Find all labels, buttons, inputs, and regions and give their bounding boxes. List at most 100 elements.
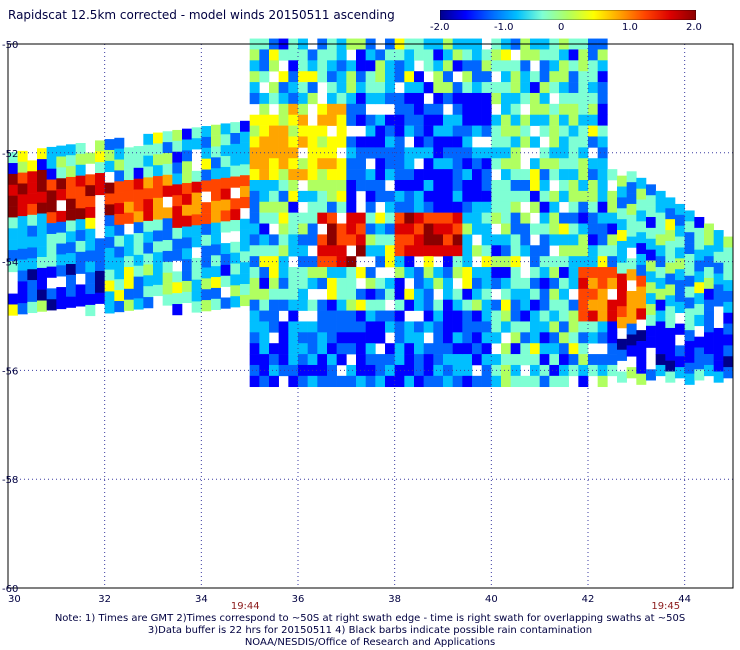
heatmap-cell bbox=[259, 321, 270, 333]
heatmap-cell bbox=[665, 371, 676, 383]
heatmap-cell bbox=[549, 201, 560, 213]
heatmap-cell bbox=[597, 190, 608, 203]
heatmap-cell bbox=[95, 281, 105, 294]
heatmap-cell bbox=[278, 92, 289, 105]
heatmap-cell bbox=[298, 82, 308, 94]
heatmap-cell bbox=[539, 190, 550, 203]
heatmap-cell bbox=[259, 136, 270, 148]
heatmap-cell bbox=[559, 375, 569, 388]
heatmap-cell bbox=[240, 175, 250, 187]
heatmap-cell bbox=[66, 242, 76, 254]
heatmap-cell bbox=[336, 288, 347, 300]
heatmap-cell bbox=[443, 277, 453, 290]
heatmap-cell bbox=[501, 310, 511, 322]
heatmap-cell bbox=[356, 114, 366, 126]
heatmap-cell bbox=[443, 288, 453, 300]
heatmap-cell bbox=[433, 267, 444, 279]
heatmap-cell bbox=[481, 158, 492, 170]
heatmap-cell bbox=[617, 262, 627, 274]
heatmap-cell bbox=[317, 60, 328, 72]
heatmap-cell bbox=[259, 212, 270, 224]
heatmap-cell bbox=[327, 212, 337, 224]
heatmap-cell bbox=[259, 245, 270, 257]
heatmap-cell bbox=[607, 277, 618, 290]
heatmap-cell bbox=[568, 277, 579, 290]
heatmap-cell bbox=[414, 190, 424, 203]
heatmap-cell bbox=[356, 332, 366, 344]
heatmap-cell bbox=[37, 289, 47, 301]
heatmap-cell bbox=[655, 190, 666, 203]
heatmap-cell bbox=[704, 354, 714, 366]
heatmap-cell bbox=[56, 243, 67, 255]
heatmap-cell bbox=[85, 185, 96, 197]
heatmap-cell bbox=[694, 260, 705, 272]
heatmap-cell bbox=[278, 201, 289, 213]
heatmap-cell bbox=[530, 169, 540, 181]
heatmap-cell bbox=[317, 190, 328, 203]
heatmap-cell bbox=[17, 150, 28, 163]
heatmap-cell bbox=[597, 114, 608, 126]
heatmap-cell bbox=[143, 286, 154, 298]
heatmap-cell bbox=[114, 203, 125, 215]
heatmap-cell bbox=[501, 82, 511, 94]
heatmap-cell bbox=[684, 319, 695, 331]
heatmap-cell bbox=[501, 114, 511, 126]
heatmap-cell bbox=[259, 60, 270, 72]
heatmap-cell bbox=[539, 92, 550, 105]
heatmap-cell bbox=[723, 269, 734, 281]
heatmap-cell bbox=[443, 92, 453, 105]
heatmap-cell bbox=[249, 277, 260, 290]
heatmap-cell bbox=[133, 287, 144, 299]
heatmap-cell bbox=[133, 222, 144, 234]
heatmap-cell bbox=[578, 201, 589, 213]
heatmap-cell bbox=[423, 114, 434, 126]
heatmap-cell bbox=[365, 267, 376, 279]
heatmap-cell bbox=[298, 234, 308, 246]
heatmap-cell bbox=[646, 249, 656, 261]
heatmap-cell bbox=[433, 212, 444, 224]
heatmap-cell bbox=[510, 114, 521, 126]
heatmap-cell bbox=[394, 364, 405, 377]
heatmap-cell bbox=[46, 223, 57, 235]
heatmap-cell bbox=[307, 277, 318, 290]
heatmap-cell bbox=[423, 310, 434, 322]
heatmap-cell bbox=[588, 245, 598, 257]
heatmap-cell bbox=[414, 364, 424, 377]
heatmap-cell bbox=[433, 158, 444, 170]
heatmap-cell bbox=[462, 310, 473, 322]
heatmap-cell bbox=[394, 332, 405, 344]
heatmap-cell bbox=[404, 234, 415, 246]
heatmap-cell bbox=[433, 321, 444, 333]
heatmap-cell bbox=[288, 158, 299, 170]
heatmap-cell bbox=[182, 291, 192, 304]
heatmap-cell bbox=[636, 243, 647, 255]
heatmap-cell bbox=[220, 243, 231, 255]
heatmap-cell bbox=[684, 373, 695, 385]
heatmap-cell bbox=[8, 304, 18, 316]
heatmap-cell bbox=[597, 332, 608, 344]
heatmap-cell bbox=[675, 236, 685, 248]
heatmap-cell bbox=[375, 114, 386, 126]
heatmap-cell bbox=[472, 169, 482, 181]
heatmap-cell bbox=[220, 166, 231, 179]
colorbar-tick-label: 1.0 bbox=[622, 22, 638, 33]
heatmap-cell bbox=[549, 125, 560, 137]
heatmap-cell bbox=[75, 153, 86, 166]
heatmap-cell bbox=[162, 272, 173, 284]
heatmap-cell bbox=[462, 147, 473, 159]
heatmap-cell bbox=[124, 234, 134, 246]
heatmap-cell bbox=[336, 169, 347, 181]
heatmap-cell bbox=[8, 206, 18, 218]
heatmap-cell bbox=[626, 367, 637, 379]
heatmap-cell bbox=[433, 245, 444, 257]
heatmap-cell bbox=[346, 332, 357, 344]
heatmap-cell bbox=[501, 321, 511, 333]
heatmap-cell bbox=[317, 332, 328, 344]
heatmap-cell bbox=[249, 332, 260, 344]
heatmap-cell bbox=[539, 71, 550, 83]
heatmap-cell bbox=[510, 190, 521, 203]
heatmap-cell bbox=[501, 256, 511, 268]
heatmap-cell bbox=[704, 234, 714, 246]
heatmap-cell bbox=[684, 286, 695, 298]
heatmap-cell bbox=[37, 278, 47, 290]
